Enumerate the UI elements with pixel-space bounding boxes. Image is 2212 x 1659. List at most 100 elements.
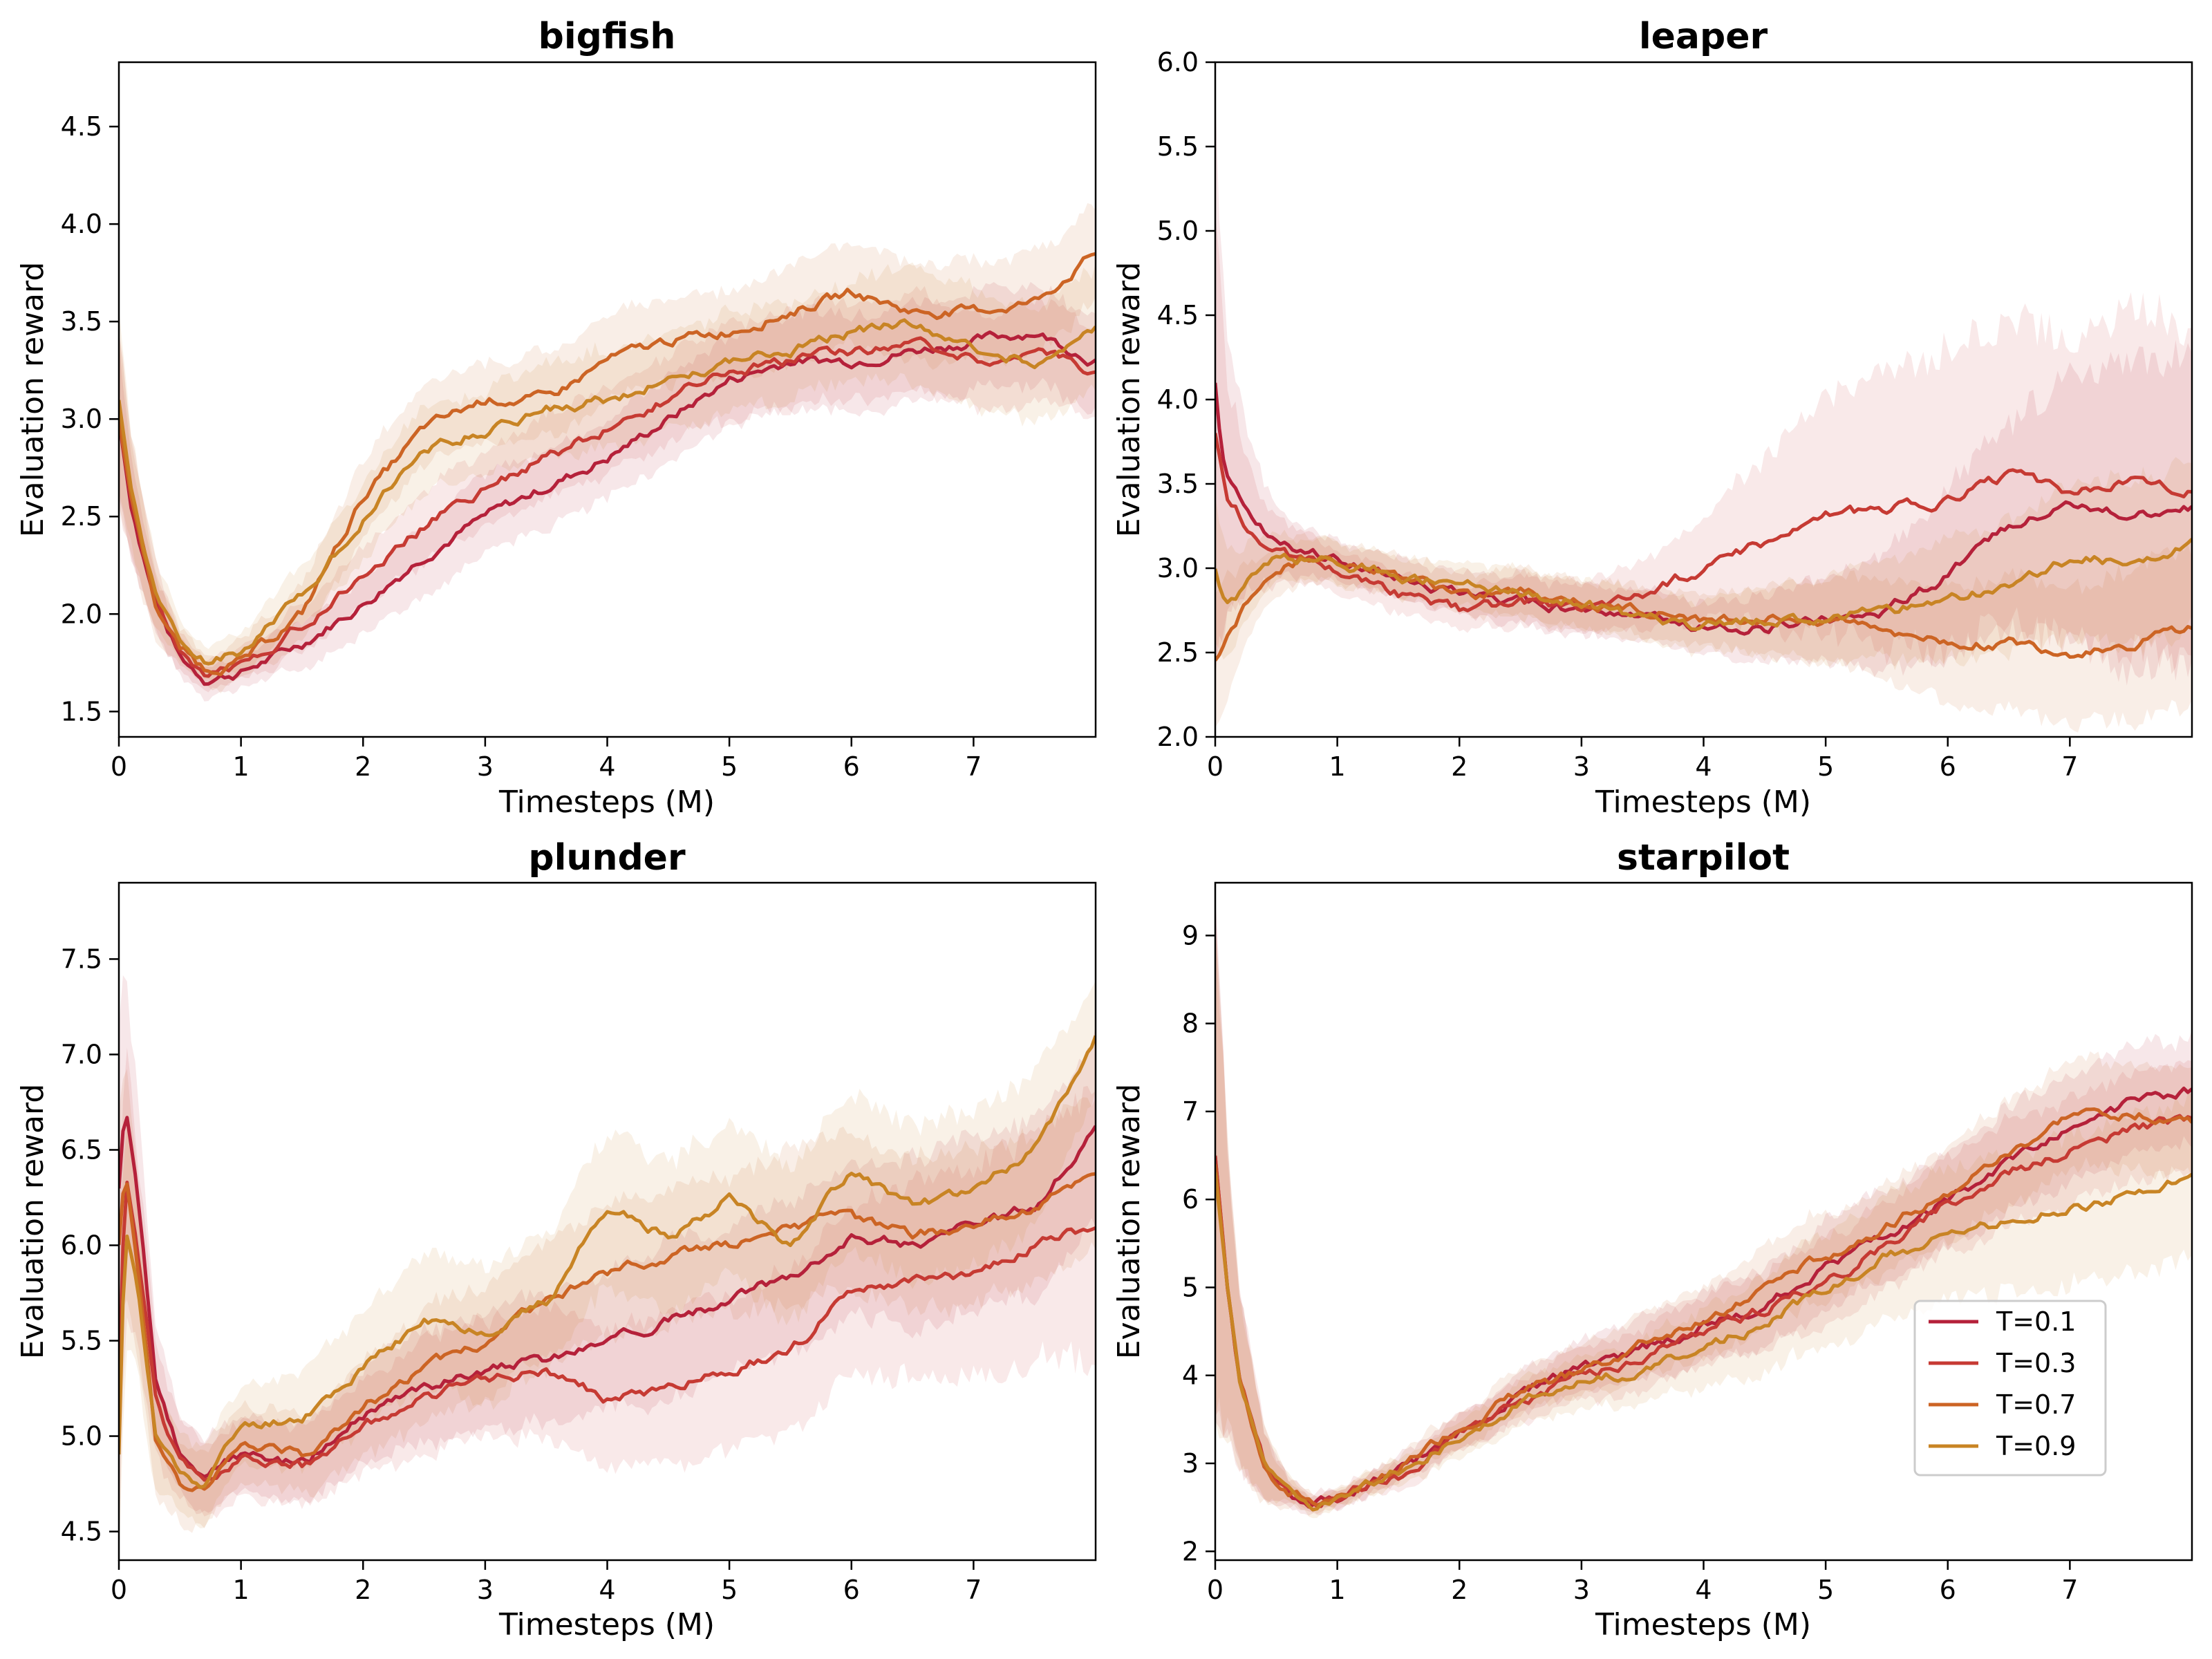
line-T=0.9 — [1215, 538, 2192, 631]
x-tick-label: 4 — [1695, 1575, 1712, 1605]
x-tick-label: 6 — [1940, 1575, 1956, 1605]
band-T=0.9 — [119, 981, 1096, 1560]
y-tick-label: 6.5 — [61, 1134, 102, 1165]
y-tick-label: 2 — [1182, 1536, 1199, 1566]
y-tick-label: 5.5 — [61, 1326, 102, 1356]
y-tick-label: 9 — [1182, 920, 1199, 950]
band-T=0.9 — [1215, 923, 2192, 1519]
y-tick-label: 6.0 — [61, 1230, 102, 1261]
y-tick-label: 3.5 — [1157, 469, 1199, 499]
y-tick-label: 4.5 — [61, 1517, 102, 1547]
line-T=0.3 — [119, 1181, 1096, 1482]
x-tick-label: 0 — [111, 751, 127, 782]
x-tick-label: 1 — [233, 751, 250, 782]
legend-frame — [1913, 1300, 2107, 1477]
band-T=0.1 — [119, 975, 1096, 1515]
y-tick-label: 2.5 — [1157, 637, 1199, 668]
legend-entry: T=0.7 — [1996, 1389, 2076, 1420]
y-tick-label: 7.5 — [61, 944, 102, 974]
x-tick-label: 4 — [1695, 751, 1712, 782]
plot-area: 0 1 2 3 4 5 6 7 2 3 4 5 6 7 8 9 — [1182, 881, 2193, 1605]
x-tick-label: 7 — [965, 751, 982, 782]
band-T=0.1 — [1215, 86, 2192, 686]
x-tick-label: 3 — [477, 751, 494, 782]
confidence-bands — [119, 975, 1096, 1560]
y-tick-label: 8 — [1182, 1009, 1199, 1039]
x-tick-label: 0 — [111, 1575, 127, 1605]
x-tick-label: 0 — [1207, 1575, 1224, 1605]
panel-title: plunder — [528, 837, 686, 879]
y-axis-label: Evaluation reward — [15, 1084, 50, 1360]
x-tick-label: 5 — [721, 1575, 738, 1605]
x-tick-label: 4 — [599, 1575, 615, 1605]
series-lines — [1215, 1086, 2192, 1512]
x-tick-label: 2 — [355, 751, 371, 782]
y-tick-label: 5 — [1182, 1272, 1199, 1302]
legend-entry: T=0.3 — [1996, 1348, 2076, 1378]
x-tick-label: 5 — [1817, 1575, 1834, 1605]
x-tick-label: 6 — [843, 751, 860, 782]
x-tick-label: 7 — [2061, 751, 2078, 782]
panel-title: leaper — [1639, 16, 1768, 57]
panel-plunder: plunder Timesteps (M) Evaluation reward … — [15, 837, 1097, 1642]
line-T=0.3 — [119, 336, 1096, 678]
y-tick-label: 5.0 — [61, 1421, 102, 1452]
x-tick-label: 3 — [1573, 751, 1590, 782]
y-tick-label: 2.0 — [61, 599, 102, 629]
y-tick-label: 4.5 — [1157, 300, 1199, 330]
y-tick-label: 3 — [1182, 1448, 1199, 1479]
plot-area: 0 1 2 3 4 5 6 7 4.5 5.0 5.5 6.0 6.5 7.0 7.5 — [61, 881, 1097, 1605]
y-tick-label: 6.0 — [1157, 47, 1199, 77]
panel-leaper: leaper Timesteps (M) Evaluation reward 0… — [1112, 16, 2193, 820]
y-tick-label: 7.0 — [61, 1039, 102, 1069]
x-tick-label: 1 — [233, 1575, 250, 1605]
series-lines — [119, 252, 1096, 686]
x-axis-label: Timesteps (M) — [498, 785, 715, 820]
band-T=0.3 — [1215, 210, 2192, 675]
x-tick-label: 1 — [1329, 751, 1346, 782]
x-tick-label: 0 — [1207, 751, 1224, 782]
line-T=0.9 — [1215, 1172, 2192, 1512]
band-T=0.1 — [1215, 890, 2192, 1516]
y-tick-label: 3.0 — [1157, 553, 1199, 583]
x-axis-label: Timesteps (M) — [1595, 1607, 1811, 1642]
line-T=0.7 — [119, 1172, 1096, 1492]
line-T=0.1 — [119, 330, 1096, 686]
x-tick-label: 1 — [1329, 1575, 1346, 1605]
series-lines — [1215, 382, 2192, 662]
x-tick-label: 7 — [2061, 1575, 2078, 1605]
plot-area: 0 1 2 3 4 5 6 7 2.0 2.5 3.0 3.5 4.0 4.5 5.0 5.5 6.0 — [1157, 47, 2193, 782]
panel-title: starpilot — [1617, 837, 1790, 879]
y-tick-label: 4 — [1182, 1360, 1199, 1391]
line-T=0.9 — [119, 318, 1096, 666]
y-tick-label: 4.5 — [61, 111, 102, 142]
legend: T=0.1 T=0.3 T=0.7 T=0.9 — [1913, 1300, 2107, 1477]
panel-title: bigfish — [538, 16, 676, 57]
y-tick-label: 1.5 — [61, 696, 102, 727]
x-tick-label: 3 — [1573, 1575, 1590, 1605]
x-tick-label: 2 — [1451, 751, 1468, 782]
line-T=0.7 — [119, 252, 1096, 677]
x-tick-label: 2 — [1451, 1575, 1468, 1605]
y-axis-label: Evaluation reward — [1112, 262, 1147, 538]
band-T=0.1 — [119, 281, 1096, 702]
y-tick-label: 2.0 — [1157, 722, 1199, 752]
band-T=0.3 — [119, 285, 1096, 693]
x-tick-label: 6 — [1940, 751, 1956, 782]
plot-area: 0 1 2 3 4 5 6 7 1.5 2.0 2.5 3.0 3.5 4.0 4.5 — [61, 61, 1097, 782]
y-tick-label: 7 — [1182, 1096, 1199, 1127]
panel-starpilot: starpilot Timesteps (M) Evaluation rewar… — [1112, 837, 2193, 1642]
x-tick-label: 5 — [1817, 751, 1834, 782]
y-tick-label: 3.0 — [61, 404, 102, 434]
x-tick-label: 3 — [477, 1575, 494, 1605]
y-axis-label: Evaluation reward — [15, 262, 50, 538]
y-tick-label: 6 — [1182, 1184, 1199, 1215]
x-tick-label: 7 — [965, 1575, 982, 1605]
band-T=0.3 — [1215, 895, 2192, 1516]
x-tick-label: 5 — [721, 751, 738, 782]
band-T=0.9 — [1215, 457, 2192, 671]
series-lines — [119, 1035, 1096, 1492]
x-axis-label: Timesteps (M) — [1595, 785, 1811, 820]
x-axis-label: Timesteps (M) — [498, 1607, 715, 1642]
line-T=0.9 — [119, 1035, 1096, 1490]
